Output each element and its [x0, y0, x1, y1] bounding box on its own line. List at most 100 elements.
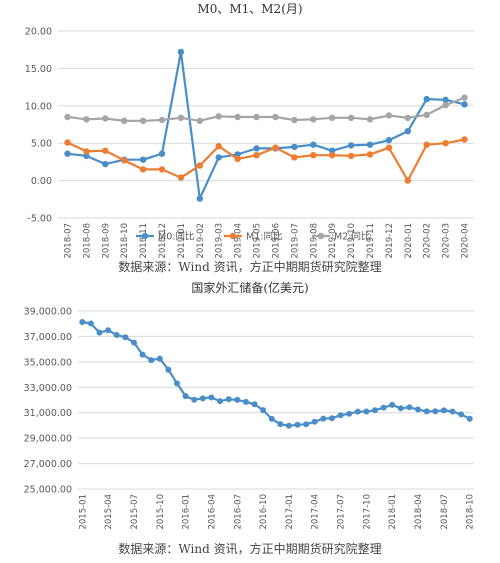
- data-point: [139, 117, 147, 125]
- data-point: [208, 394, 215, 401]
- data-point: [423, 408, 430, 415]
- data-point: [272, 144, 279, 151]
- data-point: [406, 404, 413, 411]
- x-tick-label: 2019-08: [309, 223, 319, 259]
- data-point: [347, 114, 355, 122]
- x-tick-label: 2020-02: [423, 223, 433, 259]
- data-point: [158, 166, 166, 173]
- data-point: [102, 115, 109, 122]
- data-point: [442, 101, 449, 109]
- data-point: [253, 145, 260, 152]
- x-tick-label: 2015-10: [156, 494, 166, 530]
- x-tick-label: 2019-07: [290, 223, 300, 259]
- data-point: [366, 151, 374, 158]
- data-point: [215, 143, 222, 150]
- series-line: [67, 138, 465, 182]
- y-tick-label: -5.00: [27, 214, 52, 225]
- data-point: [385, 137, 393, 144]
- x-tick-label: 2019-12: [385, 223, 395, 259]
- x-tick-label: 2018-08: [82, 223, 92, 259]
- data-point: [310, 141, 317, 148]
- x-tick-label: 2018-07: [440, 494, 450, 530]
- legend-marker: [141, 232, 149, 240]
- x-tick-label: 2019-11: [366, 223, 376, 259]
- data-point: [329, 114, 336, 122]
- x-tick-label: 2018-10: [466, 494, 476, 530]
- data-point: [64, 113, 71, 121]
- data-point: [225, 396, 232, 403]
- data-point: [294, 421, 301, 428]
- data-point: [291, 143, 298, 151]
- data-point: [64, 150, 71, 157]
- x-tick-label: 2019-03: [215, 223, 225, 259]
- data-point: [196, 162, 203, 169]
- chart2-title: 国家外汇储备(亿美元): [191, 281, 309, 295]
- data-point: [423, 111, 430, 119]
- data-point: [156, 355, 163, 362]
- x-tick-label: 2019-02: [196, 223, 206, 259]
- series-line: [67, 96, 465, 122]
- y-tick-label: 20.00: [25, 27, 52, 38]
- data-point: [113, 332, 120, 338]
- data-point: [346, 410, 353, 417]
- x-tick-label: 2017-07: [337, 494, 347, 530]
- data-point: [158, 116, 166, 124]
- data-point: [385, 112, 393, 119]
- data-point: [105, 327, 112, 334]
- data-point: [121, 157, 128, 164]
- y-tick-label: 5.00: [31, 139, 52, 150]
- y-tick-label: 37,000.00: [24, 332, 72, 343]
- y-tick-label: 29,000.00: [24, 434, 72, 445]
- data-point: [423, 95, 430, 103]
- data-point: [385, 144, 393, 151]
- data-point: [251, 401, 258, 408]
- data-point: [268, 415, 275, 422]
- data-point: [363, 408, 370, 415]
- x-tick-label: 2019-10: [347, 223, 357, 259]
- y-tick-label: 0.00: [31, 176, 52, 187]
- data-point: [174, 380, 180, 387]
- y-tick-label: 33,000.00: [24, 383, 72, 394]
- fx-reserves-chart: 25,000.00 27,000.00 29,000.00 31,000.00 33,0…: [24, 307, 476, 530]
- data-point: [79, 319, 86, 325]
- y-tick-label: 15.00: [25, 64, 52, 75]
- data-point: [242, 398, 249, 405]
- data-point: [234, 155, 241, 163]
- data-point: [148, 357, 155, 364]
- x-tick-label: 2018-11: [139, 223, 149, 259]
- x-tick-label: 2020-03: [442, 223, 452, 259]
- data-point: [320, 415, 327, 422]
- data-point: [191, 396, 198, 403]
- data-point: [272, 113, 279, 121]
- y-tick-label: 39,000.00: [24, 307, 72, 318]
- data-point: [329, 147, 336, 154]
- data-point: [122, 334, 129, 341]
- data-point: [139, 166, 147, 173]
- data-point: [182, 393, 189, 400]
- data-point: [311, 418, 318, 425]
- x-tick-label: 2018-07: [63, 223, 73, 259]
- data-point: [199, 395, 206, 402]
- x-tick-label: 2020-04: [461, 223, 471, 259]
- data-point: [277, 421, 284, 428]
- data-point: [177, 114, 185, 122]
- data-point: [121, 117, 128, 125]
- data-point: [131, 339, 137, 346]
- data-point: [329, 152, 336, 159]
- data-point: [291, 116, 298, 124]
- x-tick-label: 2015-01: [78, 494, 88, 530]
- x-tick-label: 2019-04: [234, 223, 244, 259]
- data-point: [64, 139, 71, 146]
- data-point: [380, 404, 387, 411]
- data-point: [139, 156, 147, 163]
- data-point: [461, 94, 468, 101]
- y-tick-label: 31,000.00: [24, 408, 72, 419]
- legend-label: M2:同比: [334, 231, 370, 243]
- data-point: [165, 366, 172, 373]
- x-tick-label: 2017-04: [311, 494, 321, 530]
- legend-label: M0:同比: [158, 231, 194, 243]
- data-point: [177, 174, 185, 181]
- data-point: [404, 114, 411, 122]
- m0-m1-m2-chart: -5.00 0.00 5.00 10.00 15.00 20.00 2018-07 2018-…: [25, 27, 474, 259]
- data-point: [158, 150, 166, 157]
